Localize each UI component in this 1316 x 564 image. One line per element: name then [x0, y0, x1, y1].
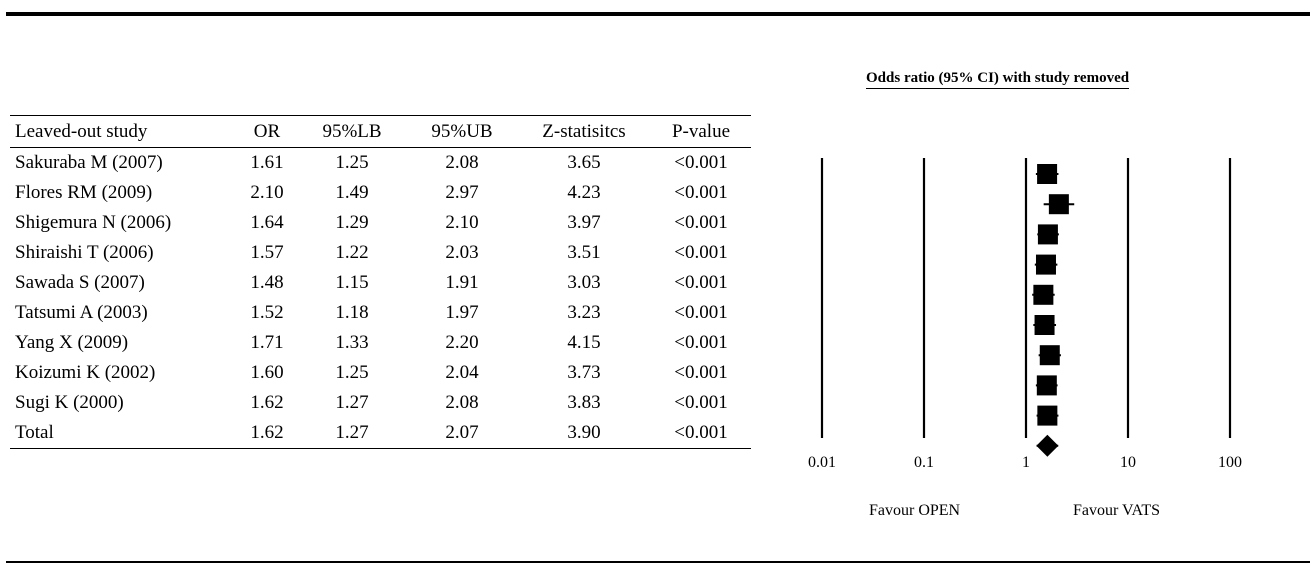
cell-or: 1.60 — [250, 362, 284, 383]
favour-vats-label: Favour VATS — [1073, 502, 1160, 519]
cell-p: <0.001 — [674, 362, 728, 383]
cell-study: Total — [10, 418, 237, 449]
cell-lb: 1.27 — [297, 418, 407, 449]
cell-or: 1.57 — [250, 242, 284, 263]
cell-study: Koizumi K (2002) — [15, 362, 156, 383]
cell-lb: 1.33 — [335, 332, 369, 353]
table-row: Yang X (2009) 1.71 1.33 2.20 4.15 <0.001 — [10, 328, 751, 358]
top-rule — [6, 12, 1310, 16]
table-row-total: Total 1.62 1.27 2.07 3.90 <0.001 — [10, 418, 751, 449]
cell-ub: 2.04 — [445, 362, 479, 383]
header-z: Z-statisitcs — [517, 115, 651, 148]
cell-z: 3.23 — [567, 302, 601, 323]
cell-ub: 2.07 — [407, 418, 517, 449]
or-square-marker — [1035, 254, 1056, 275]
cell-p: <0.001 — [674, 182, 728, 203]
bottom-rule — [6, 561, 1310, 563]
cell-ub: 2.08 — [445, 152, 479, 173]
cell-z: 4.15 — [567, 332, 601, 353]
cell-or: 2.10 — [250, 182, 284, 203]
cell-lb: 1.15 — [335, 272, 369, 293]
cell-study: Sugi K (2000) — [15, 392, 124, 413]
plot-title: Odds ratio (95% CI) with study removed — [866, 70, 1130, 89]
cell-ub: 2.08 — [445, 392, 479, 413]
table-row: Sawada S (2007) 1.48 1.15 1.91 3.03 <0.0… — [10, 268, 751, 298]
cell-ub: 2.20 — [445, 332, 479, 353]
cell-p: <0.001 — [674, 272, 728, 293]
table-row: Shiraishi T (2006) 1.57 1.22 2.03 3.51 <… — [10, 238, 751, 268]
cell-p: <0.001 — [674, 242, 728, 263]
cell-z: 3.51 — [567, 242, 601, 263]
cell-ub: 2.10 — [445, 212, 479, 233]
x-tick-label: 10 — [1120, 454, 1136, 471]
cell-study: Shigemura N (2006) — [15, 212, 172, 233]
cell-p: <0.001 — [674, 332, 728, 353]
cell-or: 1.62 — [237, 418, 297, 449]
x-tick-label: 0.1 — [914, 454, 934, 471]
x-tick-label: 1 — [1022, 454, 1030, 471]
cell-study: Flores RM (2009) — [15, 182, 153, 203]
cell-lb: 1.29 — [335, 212, 369, 233]
cell-p: <0.001 — [674, 212, 728, 233]
cell-lb: 1.22 — [335, 242, 369, 263]
cell-study: Tatsumi A (2003) — [15, 302, 148, 323]
or-square-marker — [1033, 284, 1054, 305]
or-square-marker — [1036, 375, 1057, 396]
table-row: Koizumi K (2002) 1.60 1.25 2.04 3.73 <0.… — [10, 358, 751, 388]
or-square-marker — [1048, 194, 1069, 215]
cell-or: 1.64 — [250, 212, 284, 233]
sensitivity-table: Leaved-out study OR 95%LB 95%UB Z-statis… — [10, 115, 751, 449]
cell-ub: 2.97 — [445, 182, 479, 203]
cell-ub: 1.91 — [445, 272, 479, 293]
cell-ub: 1.97 — [445, 302, 479, 323]
or-square-marker — [1037, 164, 1058, 184]
or-square-marker — [1037, 405, 1058, 426]
cell-ub: 2.03 — [445, 242, 479, 263]
cell-study: Sawada S (2007) — [15, 272, 145, 293]
favour-open-label: Favour OPEN — [869, 502, 961, 519]
cell-lb: 1.25 — [335, 152, 369, 173]
cell-study: Yang X (2009) — [15, 332, 129, 353]
header-lb: 95%LB — [297, 115, 407, 148]
table-row: Sugi K (2000) 1.62 1.27 2.08 3.83 <0.001 — [10, 388, 751, 418]
cell-lb: 1.25 — [335, 362, 369, 383]
cell-p: <0.001 — [674, 302, 728, 323]
cell-or: 1.48 — [250, 272, 284, 293]
cell-study: Shiraishi T (2006) — [15, 242, 154, 263]
cell-or: 1.62 — [250, 392, 284, 413]
cell-or: 1.52 — [250, 302, 284, 323]
header-study: Leaved-out study — [10, 115, 237, 148]
cell-or: 1.71 — [250, 332, 284, 353]
cell-p: <0.001 — [651, 418, 751, 449]
header-ub: 95%UB — [407, 115, 517, 148]
cell-z: 3.65 — [567, 152, 601, 173]
pooled-diamond-marker — [1036, 434, 1059, 457]
x-tick-label: 0.01 — [808, 454, 836, 471]
x-tick-label: 100 — [1218, 454, 1242, 471]
forest-plot: 0.01 0.1 1 10 100 — [808, 158, 1242, 471]
table-header-row: Leaved-out study OR 95%LB 95%UB Z-statis… — [10, 115, 751, 148]
cell-lb: 1.27 — [335, 392, 369, 413]
table-row: Tatsumi A (2003) 1.52 1.18 1.97 3.23 <0.… — [10, 298, 751, 328]
table-row: Sakuraba M (2007) 1.61 1.25 2.08 3.65 <0… — [10, 148, 751, 179]
cell-z: 3.97 — [567, 212, 601, 233]
cell-z: 3.03 — [567, 272, 601, 293]
header-p: P-value — [651, 115, 751, 148]
cell-lb: 1.49 — [335, 182, 369, 203]
or-square-marker — [1034, 315, 1055, 335]
table-row: Shigemura N (2006) 1.64 1.29 2.10 3.97 <… — [10, 208, 751, 238]
cell-p: <0.001 — [674, 152, 728, 173]
or-square-marker — [1037, 224, 1058, 245]
cell-study: Sakuraba M (2007) — [15, 152, 163, 173]
cell-z: 4.23 — [567, 182, 601, 203]
cell-or: 1.61 — [250, 152, 284, 173]
table-row: Flores RM (2009) 2.10 1.49 2.97 4.23 <0.… — [10, 178, 751, 208]
cell-p: <0.001 — [674, 392, 728, 413]
cell-lb: 1.18 — [335, 302, 369, 323]
or-square-marker — [1039, 345, 1060, 366]
cell-z: 3.83 — [567, 392, 601, 413]
cell-z: 3.73 — [567, 362, 601, 383]
header-or: OR — [237, 115, 297, 148]
cell-z: 3.90 — [517, 418, 651, 449]
